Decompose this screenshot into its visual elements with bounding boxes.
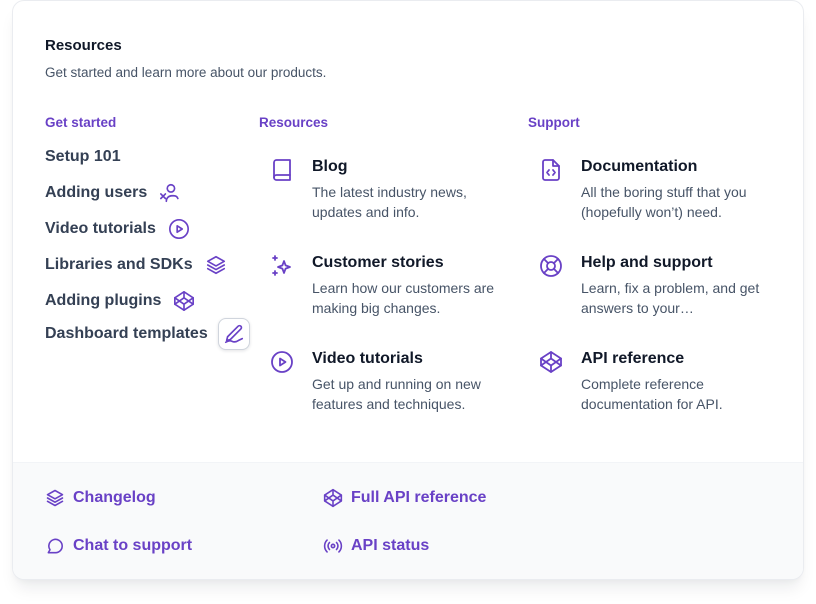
menu-header: Resources Get started and learn more abo… [45,37,326,82]
chat-to-support-link[interactable]: Chat to support [45,536,192,556]
pen-signature-icon [217,318,250,350]
resource-item-description: Learn how our customers are making big c… [312,280,495,316]
play-circle-icon [270,350,296,376]
support-item-title: API reference [581,350,685,367]
changelog-link[interactable]: Changelog [45,488,156,508]
get-started-item-label: Setup 101 [45,148,121,165]
resource-item-description: The latest industry news, updates and in… [312,184,467,220]
resource-item-title: Blog [312,158,348,175]
column-label-get-started: Get started [45,115,117,130]
resources-menu-card: Resources Get started and learn more abo… [12,0,804,580]
life-buoy-icon [539,254,565,280]
support-item-description: Learn, fix a problem, and get answers to… [581,280,760,316]
get-started-item-adding-users[interactable]: Adding users [45,180,183,206]
resource-item-blog[interactable]: Blog The latest industry news, updates a… [270,157,507,222]
codepen-icon [171,288,197,314]
get-started-item-adding-plugins[interactable]: Adding plugins [45,288,197,314]
chat-to-support-label: Chat to support [73,537,193,554]
api-status-label: API status [351,537,430,554]
resource-item-title: Customer stories [312,254,444,271]
column-label-resources: Resources [259,115,329,130]
full-api-reference-link[interactable]: Full API reference [323,488,486,508]
layers-icon [46,489,64,507]
get-started-item-setup[interactable]: Setup 101 [45,144,121,170]
get-started-item-dashboard-templates[interactable]: Dashboard templates [45,318,250,350]
full-api-reference-label: Full API reference [351,489,487,506]
codepen-icon [539,350,565,376]
user-x-icon [157,180,183,206]
support-item-title: Documentation [581,158,698,175]
codepen-icon [323,488,343,508]
changelog-label: Changelog [73,489,156,506]
resource-item-customer-stories[interactable]: Customer stories Learn how our customers… [270,253,507,318]
resource-item-title: Video tutorials [312,350,423,367]
support-item-description: All the boring stuff that you (hopefully… [581,184,747,220]
support-item-api-reference[interactable]: API reference Complete reference documen… [539,349,776,414]
get-started-item-label: Adding plugins [45,292,162,309]
api-status-link[interactable]: API status [323,536,429,556]
menu-subtitle: Get started and learn more about our pro… [45,65,327,80]
layers-icon [203,252,229,278]
get-started-item-label: Libraries and SDKs [45,256,193,273]
broadcast-signal-icon [323,539,343,553]
message-chat-icon [47,538,63,554]
support-item-description: Complete reference documentation for API… [581,376,723,412]
get-started-item-video-tutorials[interactable]: Video tutorials [45,216,192,242]
resource-item-description: Get up and running on new features and t… [312,376,481,412]
menu-footer: Changelog Full API reference Chat to sup… [13,462,803,579]
get-started-item-label: Dashboard templates [45,325,208,342]
resource-item-video-tutorials[interactable]: Video tutorials Get up and running on ne… [270,349,507,414]
file-code-icon [539,158,565,184]
support-item-title: Help and support [581,254,713,271]
column-label-support: Support [528,115,580,130]
support-item-documentation[interactable]: Documentation All the boring stuff that … [539,157,776,222]
get-started-item-label: Video tutorials [45,220,156,237]
play-circle-icon [166,216,192,242]
support-item-help[interactable]: Help and support Learn, fix a problem, a… [539,253,776,318]
get-started-item-label: Adding users [45,184,148,201]
get-started-item-libraries[interactable]: Libraries and SDKs [45,252,229,278]
menu-title: Resources [45,37,122,54]
book-icon [270,158,296,184]
stars-icon [270,254,296,280]
